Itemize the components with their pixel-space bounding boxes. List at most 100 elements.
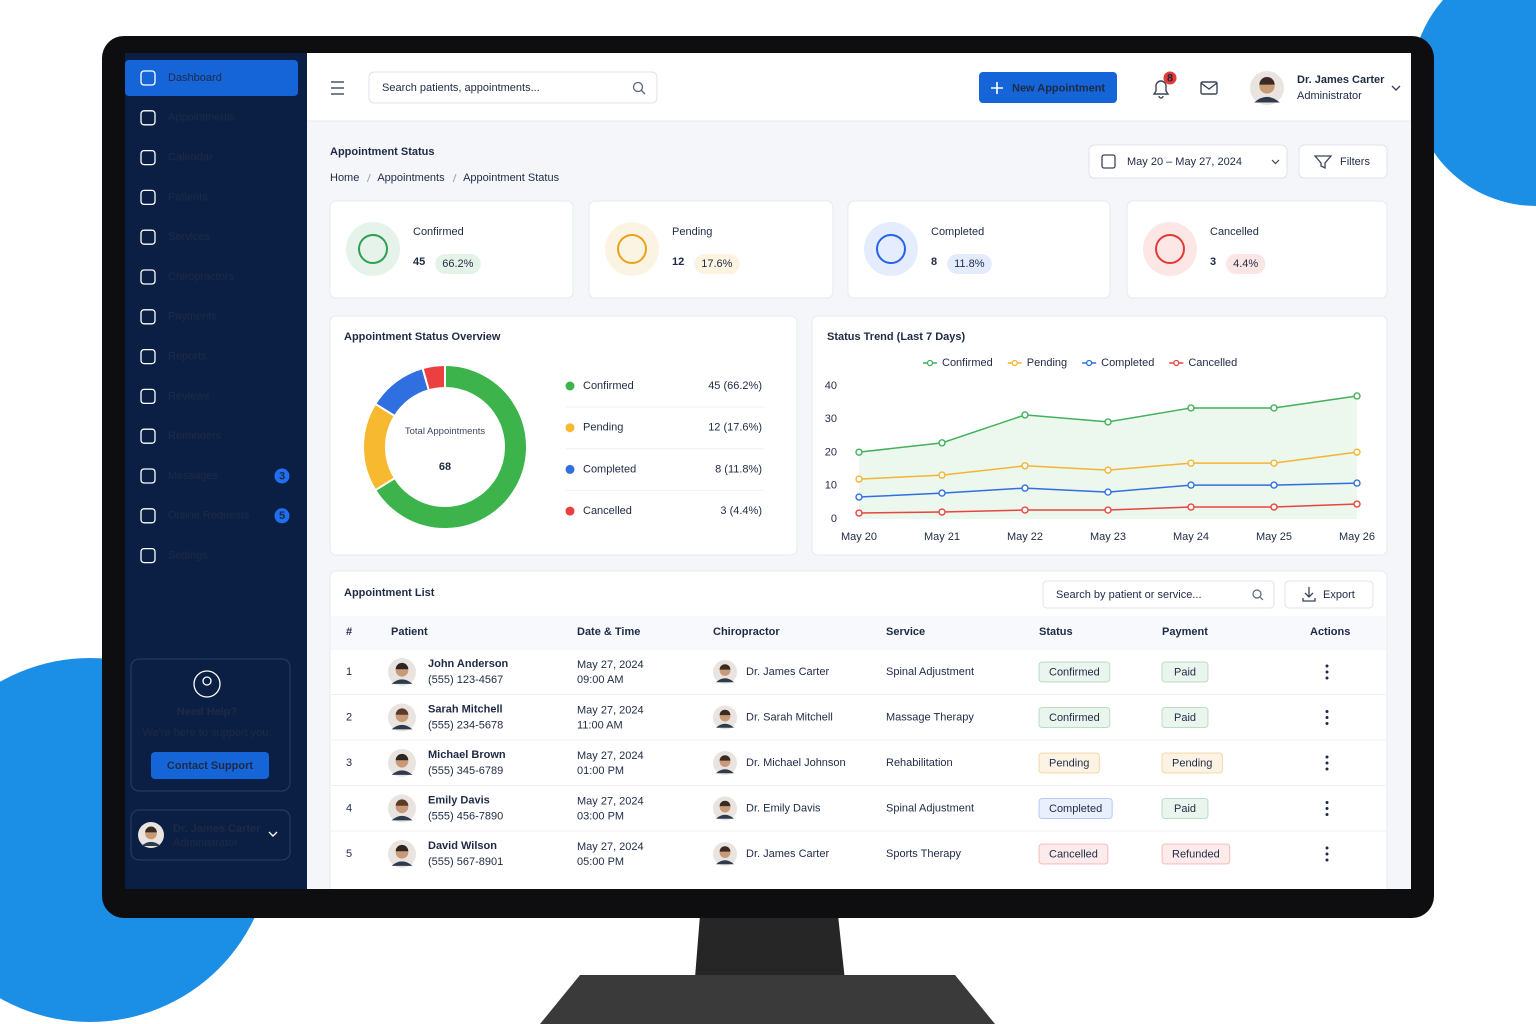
stat-icon [1155,234,1185,264]
avatar-body [1254,96,1280,103]
chiropractor-name: Dr. Michael Johnson [746,757,846,769]
avatar-hair [719,800,731,807]
stat-card [329,200,574,299]
stat-percent: 66.2% [442,258,473,270]
breadcrumb-item[interactable]: Appointments [377,172,445,184]
stat-percent-bg [1226,254,1266,274]
column-header: # [346,626,352,638]
action-dot [1325,761,1329,765]
row-actions[interactable] [1325,755,1329,771]
row-actions[interactable] [1325,801,1329,816]
monitor-neck [694,915,846,990]
mail-flap [1200,82,1218,90]
date-range[interactable]: May 20 – May 27, 2024 [1088,144,1288,179]
status-badge: Completed [1049,803,1102,815]
notifications[interactable]: 8 [1152,71,1177,99]
stat-percent-bg [694,254,740,274]
new-appointment-button[interactable]: New Appointment [979,72,1117,103]
x-tick-label: May 24 [1173,531,1209,543]
breadcrumb-item[interactable]: Home [330,172,359,184]
y-tick-label: 10 [825,480,837,492]
donut-slice [421,363,446,392]
menu-item[interactable]: Appointments [140,110,236,126]
help-button-label: Contact Support [167,760,253,772]
export-button[interactable]: Export [1284,580,1374,609]
status-badge-bg [1161,661,1209,683]
status-badge: Confirmed [1049,666,1100,678]
appointment-date: May 27, 2024 [577,659,644,671]
menu-item[interactable]: Patients [140,189,208,206]
user-role: Administrator [1297,90,1362,102]
series-point [938,471,946,479]
menu-label: Appointments [168,112,236,124]
series-point [1021,411,1029,419]
menu-badge [274,468,290,484]
legend-value: 45 (66.2%) [708,380,762,392]
menu-icon [140,189,156,206]
menu-item[interactable]: Calendar [140,149,213,166]
row-actions[interactable] [1325,664,1329,680]
series-point [1021,484,1029,492]
help-button[interactable]: Contact Support [151,752,269,779]
row-actions[interactable] [1325,846,1329,862]
page-title: Appointment Status [330,146,435,158]
y-tick-label: 40 [825,380,837,392]
filters-button[interactable]: Filters [1298,144,1388,179]
appointment-date: May 27, 2024 [577,704,644,716]
menu-item[interactable]: Messages 3 [140,468,290,484]
row-actions[interactable] [1325,710,1329,725]
button-bg [979,72,1117,103]
search-icon [1252,589,1262,599]
table-card [329,570,1388,889]
action-dot [1325,670,1329,674]
menu-item[interactable]: Reviews [140,388,210,405]
appointment-time: 01:00 PM [577,765,624,777]
menu-item[interactable]: Reports [140,348,207,365]
messages[interactable] [1200,81,1218,95]
menu-item[interactable]: Settings [140,547,208,564]
column-header: Service [886,626,925,638]
search-input [368,71,658,104]
chevron[interactable] [1391,85,1401,91]
search-icon-handle [640,89,646,95]
menu-icon [140,547,156,564]
series-point [938,489,946,497]
legend-marker [926,359,934,367]
avatar-hair [719,664,731,670]
menu-icon [140,388,156,405]
patient-name: Sarah Mitchell [428,703,503,715]
table-search[interactable]: Search by patient or service... [1042,580,1275,609]
user-box [130,809,291,861]
menu-toggle[interactable] [331,81,344,95]
button-label: New Appointment [1012,82,1105,94]
menu-item[interactable]: Services [140,229,211,245]
donut-total: 68 [439,461,451,473]
menu-label: Services [168,231,211,243]
help-box [130,658,291,792]
status-badge-bg [1038,707,1111,728]
menu-item[interactable]: Dashboard [125,60,298,96]
series-point [855,509,863,517]
stat-value: 45 [413,256,425,268]
status-badge-bg [1038,798,1113,819]
stat-icon-bg [1143,222,1197,276]
menu-label: Messages [168,470,219,482]
column-header: Payment [1162,626,1208,638]
series-point [855,448,863,456]
menu-label: Reminders [168,430,222,442]
column-header: Actions [1310,626,1350,638]
avatar-hair [145,826,157,833]
action-dot [1325,801,1329,804]
menu-active [125,60,298,96]
menu-item[interactable]: Reminders [140,428,222,444]
menu-icon [140,309,156,325]
menu-item[interactable]: Payments [140,309,217,325]
menu-item[interactable]: Chiropractors [140,269,235,285]
search-icon-handle [1259,596,1264,601]
column-header: Status [1039,626,1073,638]
search-box[interactable]: Search patients, appointments... [368,71,658,104]
menu-item[interactable]: Online Requests 5 [140,508,290,524]
breadcrumb-separator [452,173,457,183]
status-badge: Pending [1049,757,1089,769]
action-dot [1325,755,1329,759]
